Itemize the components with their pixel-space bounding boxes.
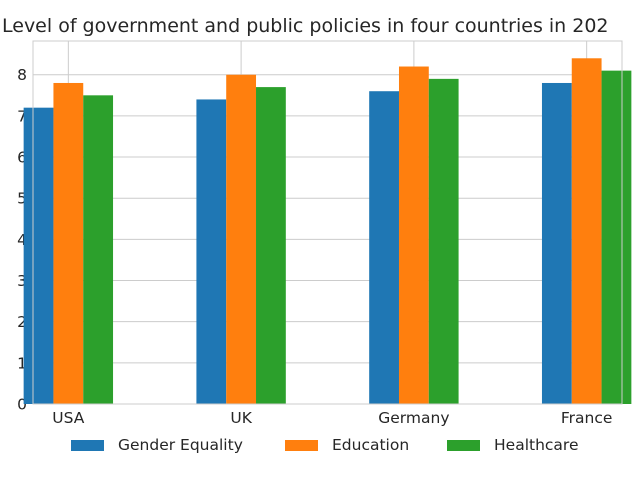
legend-swatch-education xyxy=(285,440,318,451)
bar-healthcare-france xyxy=(601,70,632,404)
bar-healthcare-usa xyxy=(83,95,114,404)
legend-label-education: Education xyxy=(332,436,410,454)
x-tick-label: France xyxy=(561,409,613,427)
y-tick-label: 5 xyxy=(17,190,27,208)
y-tick-label: 7 xyxy=(17,107,27,125)
y-tick-label: 0 xyxy=(17,396,27,414)
chart-title: Level of government and public policies … xyxy=(2,15,609,37)
chart-legend: Gender Equality Education Healthcare xyxy=(0,433,640,459)
bar-gender-equality-uk xyxy=(196,99,227,405)
bar-education-france xyxy=(571,58,602,405)
legend-swatch-gender-equality xyxy=(71,440,104,451)
y-tick-label: 8 xyxy=(17,66,27,84)
x-tick-label: UK xyxy=(230,409,252,427)
legend-label-gender-equality: Gender Equality xyxy=(118,436,243,454)
x-tick-label: USA xyxy=(52,409,84,427)
bar-education-germany xyxy=(398,66,429,405)
legend-label-healthcare: Healthcare xyxy=(494,436,579,454)
bar-education-usa xyxy=(53,82,84,405)
y-tick-label: 4 xyxy=(17,231,27,249)
x-tick-label: Germany xyxy=(378,409,449,427)
bar-gender-equality-france xyxy=(541,82,572,405)
plot-frame xyxy=(32,40,623,405)
bar-healthcare-germany xyxy=(428,78,459,404)
bar-education-uk xyxy=(226,74,257,405)
bar-gender-equality-usa xyxy=(23,107,54,405)
y-tick-label: 2 xyxy=(17,313,27,331)
bar-healthcare-uk xyxy=(256,87,286,404)
legend-swatch-healthcare xyxy=(447,440,480,451)
y-tick-label: 3 xyxy=(17,272,27,290)
plot-area xyxy=(33,41,622,404)
bar-gender-equality-germany xyxy=(369,91,399,405)
y-tick-label: 6 xyxy=(17,149,27,167)
y-tick-label: 1 xyxy=(17,354,27,372)
